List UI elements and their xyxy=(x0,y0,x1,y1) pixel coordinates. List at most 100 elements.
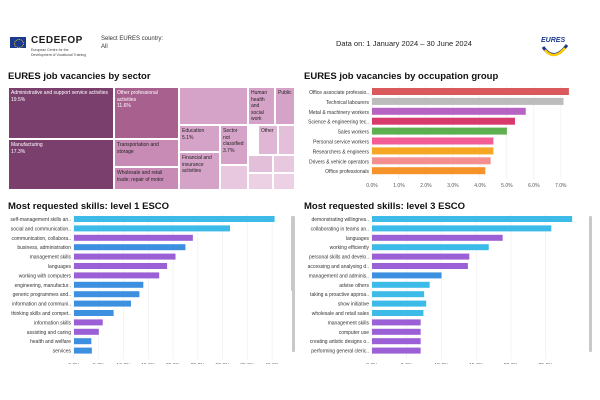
bar[interactable] xyxy=(372,117,515,125)
bar[interactable] xyxy=(372,234,503,241)
treemap-tile[interactable] xyxy=(273,155,295,173)
level1-bar-chart[interactable]: 0.0% 5.0% 10.0% 15.0% 20.0% 25.0% 30.0% 35.0% 40… xyxy=(2,214,287,364)
bar[interactable] xyxy=(74,347,92,354)
treemap-tile[interactable]: Public xyxy=(275,87,295,125)
bar[interactable] xyxy=(74,328,99,335)
x-tick-label: 1.0% xyxy=(393,183,405,189)
occupation-title: EURES job vacancies by occupation group xyxy=(304,71,499,82)
x-tick-label: 10.0% xyxy=(116,363,131,364)
level3-right-scrollbar[interactable] xyxy=(589,216,592,352)
sector-treemap[interactable]: Administrative and support service activ… xyxy=(8,87,295,190)
bar[interactable] xyxy=(372,300,427,307)
bar[interactable] xyxy=(372,319,421,326)
bar[interactable] xyxy=(372,88,569,95)
bar[interactable] xyxy=(372,167,486,175)
bar[interactable] xyxy=(372,137,494,145)
treemap-tile[interactable]: Other professional activities 11.6% xyxy=(114,87,179,139)
category-label: taking a proactive approa.. xyxy=(310,292,369,298)
category-label: communication, collabora.. xyxy=(12,236,71,242)
treemap-tile[interactable]: Education 5.1% xyxy=(179,125,220,152)
bar[interactable] xyxy=(74,338,92,345)
bar[interactable] xyxy=(74,216,275,222)
treemap-tile[interactable]: Wholesale and retail trade; repair of mo… xyxy=(114,167,179,190)
country-filter-select[interactable]: All xyxy=(101,44,108,50)
category-label: show initiative xyxy=(338,302,369,308)
bar[interactable] xyxy=(74,281,144,288)
bar[interactable] xyxy=(372,157,491,165)
treemap-tile[interactable] xyxy=(273,173,295,190)
treemap-tile[interactable] xyxy=(179,87,248,125)
bar[interactable] xyxy=(372,97,564,105)
category-label: accessing and analysing d.. xyxy=(308,264,369,270)
bar[interactable] xyxy=(74,319,103,326)
category-label: Science & engineering tec.. xyxy=(308,120,369,126)
treemap-tile[interactable] xyxy=(248,173,273,190)
bar[interactable] xyxy=(372,244,489,251)
category-label: languages xyxy=(346,236,370,242)
category-label: personal skills and develo.. xyxy=(309,255,369,261)
bar[interactable] xyxy=(372,347,421,354)
bar[interactable] xyxy=(372,253,470,260)
treemap-tile[interactable]: Financial and insurance activities xyxy=(179,152,220,190)
treemap-tile-value: 11.6% xyxy=(117,103,131,109)
bar[interactable] xyxy=(74,263,168,269)
x-tick-label: 7.0% xyxy=(555,183,567,189)
category-label: management and adminis.. xyxy=(309,273,369,279)
bar[interactable] xyxy=(372,127,507,135)
x-tick-label: 20.0% xyxy=(166,363,181,364)
eu-flag-icon xyxy=(10,37,26,48)
bar[interactable] xyxy=(74,291,140,298)
category-label: computer use xyxy=(339,330,370,336)
bar[interactable] xyxy=(372,310,424,316)
bar[interactable] xyxy=(372,147,494,155)
category-label: management skills xyxy=(328,320,370,326)
treemap-tile[interactable] xyxy=(278,125,295,155)
treemap-tile[interactable]: Administrative and support service activ… xyxy=(8,87,114,139)
level3-bar-chart[interactable]: 0.0% 5.0% 10.0% 15.0% 20.0% 25.0% demonstratin… xyxy=(300,214,585,364)
x-tick-label: 20.0% xyxy=(504,363,519,364)
bar[interactable] xyxy=(74,253,176,260)
x-tick-label: 30.0% xyxy=(215,363,230,364)
treemap-tile[interactable]: Human health and social work xyxy=(248,87,275,125)
bar[interactable] xyxy=(372,281,430,288)
bar[interactable] xyxy=(372,272,442,279)
bar[interactable] xyxy=(372,291,425,298)
treemap-tile-label: Human health and social work xyxy=(251,90,268,122)
treemap-tile[interactable] xyxy=(248,155,273,173)
bar[interactable] xyxy=(372,338,421,345)
eures-logo: EURES xyxy=(541,37,569,57)
x-tick-label: 0.0% xyxy=(366,183,378,189)
category-label: Personal service workers xyxy=(313,140,369,146)
category-label: information and communi.. xyxy=(12,302,71,308)
category-label: engineering, manufactur.. xyxy=(15,283,71,289)
bar[interactable] xyxy=(74,310,114,316)
category-label: Metal & machinery workers xyxy=(309,110,370,116)
treemap-tile-label: Sector not classified xyxy=(223,128,244,147)
level1-title: Most requested skills: level 1 ESCO xyxy=(8,201,170,212)
bar[interactable] xyxy=(372,263,468,269)
bar[interactable] xyxy=(372,225,552,232)
bar[interactable] xyxy=(372,328,421,335)
bar[interactable] xyxy=(372,107,526,115)
category-label: performing general cleric.. xyxy=(311,349,369,355)
category-label: management skills xyxy=(30,255,72,261)
treemap-tile[interactable]: Sector not classified 3.7% xyxy=(220,125,248,165)
bar[interactable] xyxy=(372,216,573,222)
category-label: thinking skills and compet.. xyxy=(11,311,71,317)
bar[interactable] xyxy=(74,272,160,279)
bar[interactable] xyxy=(74,300,131,307)
occupation-bar-chart[interactable]: 0.0% 1.0% 2.0% 3.0% 4.0% 5.0% 6.0% 7.0% Office a… xyxy=(300,84,590,194)
treemap-tile[interactable]: Transportation and storage xyxy=(114,139,179,167)
treemap-tile[interactable]: Other xyxy=(258,125,278,155)
bar[interactable] xyxy=(74,225,230,232)
category-label: information skills xyxy=(34,320,71,326)
country-filter-label: Select EURES country: xyxy=(101,36,164,42)
x-tick-label: 35.0% xyxy=(240,363,255,364)
treemap-tile[interactable]: Manufacturing 17.3% xyxy=(8,139,114,190)
treemap-tile[interactable] xyxy=(220,165,248,190)
bar[interactable] xyxy=(74,244,186,251)
category-label: Sales workers xyxy=(338,130,370,136)
level3-scrollbar[interactable] xyxy=(291,216,294,291)
category-label: Drivers & vehicle operators xyxy=(309,159,370,165)
bar[interactable] xyxy=(74,234,193,241)
